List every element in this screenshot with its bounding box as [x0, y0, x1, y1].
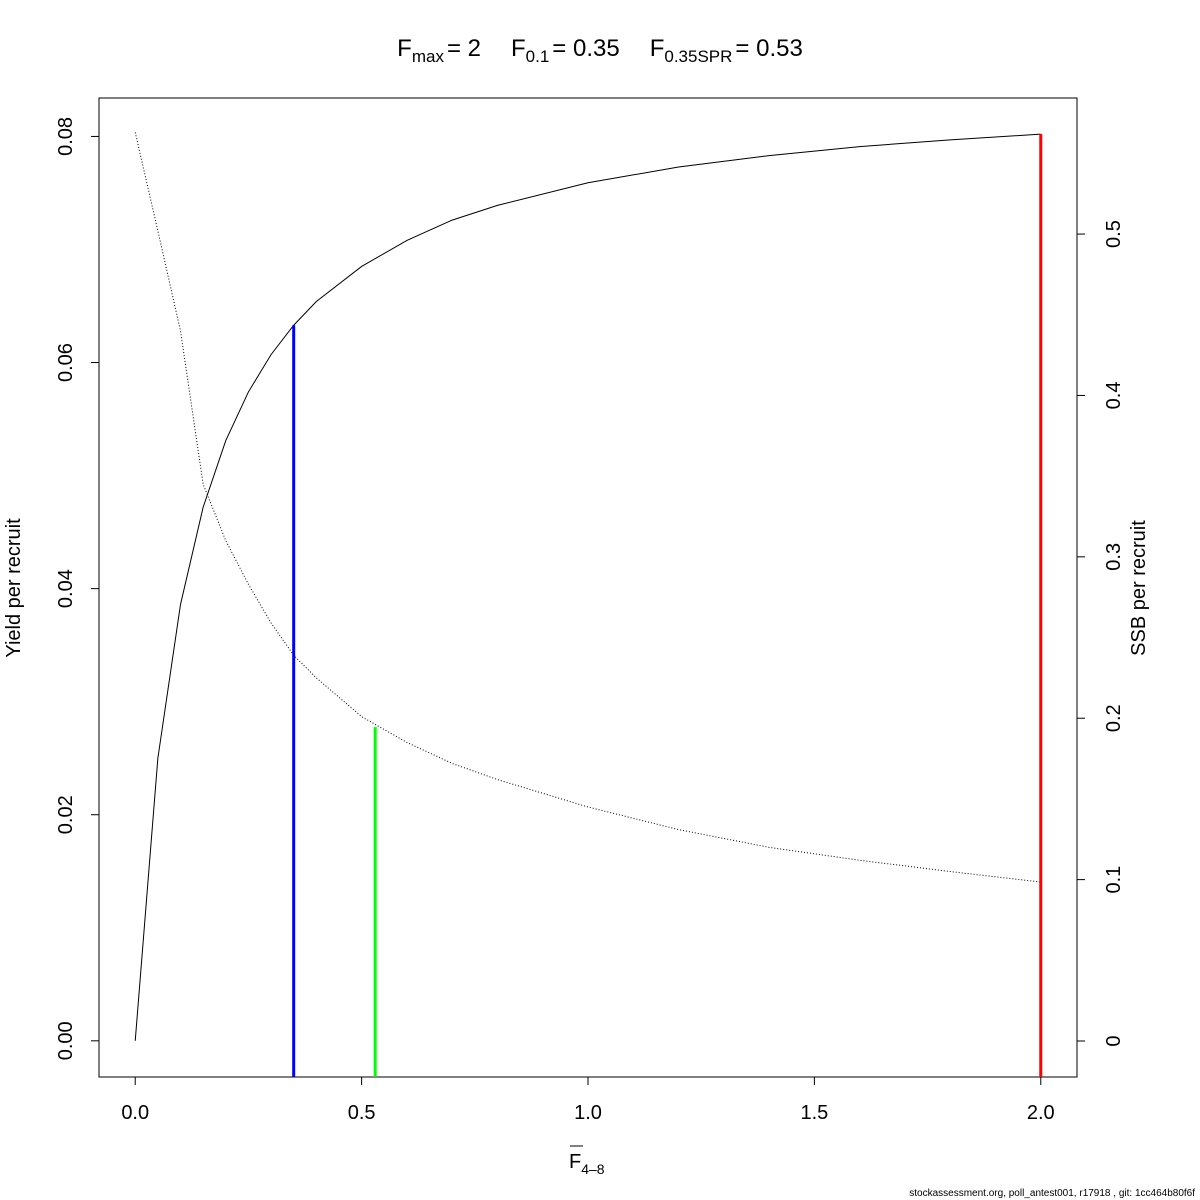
- footer: stockassessment.org, poll_antest001, r17…: [909, 1188, 1195, 1199]
- x-tick-label: 0.5: [348, 1102, 376, 1124]
- x-tick-label: 0.0: [121, 1102, 149, 1124]
- title-rest: = 0.53: [735, 35, 802, 62]
- x-tick-label: 2.0: [1027, 1102, 1055, 1124]
- title-rest: = 2: [447, 35, 481, 62]
- y-tick-label: 0.08: [55, 117, 77, 156]
- y2-tick-label: 0.4: [1103, 382, 1125, 410]
- y-tick-label: 0.02: [55, 795, 77, 834]
- y-tick-label: 0.04: [55, 569, 77, 608]
- y-tick-label: 0.06: [55, 343, 77, 382]
- y2-tick-label: 0.1: [1103, 866, 1125, 894]
- title-sub: max: [412, 47, 445, 66]
- x-tick-label: 1.5: [800, 1102, 828, 1124]
- title-base: F: [511, 35, 526, 62]
- series-line: [134, 133, 1041, 1041]
- title-base: F: [650, 35, 665, 62]
- y2-tick-label: 0.3: [1103, 543, 1125, 571]
- x-tick-label: 1.0: [574, 1102, 602, 1124]
- y-tick-label: 0.00: [55, 1021, 77, 1060]
- title-sub: 0.1: [526, 47, 550, 66]
- title-base: F: [397, 35, 412, 62]
- title-sub: 0.35SPR: [664, 47, 732, 66]
- y2-tick-label: 0: [1103, 1035, 1125, 1046]
- x-axis-label-sub: 4–8: [581, 1161, 605, 1177]
- y2-tick-label: 0.2: [1103, 704, 1125, 732]
- plot-frame: [98, 97, 1078, 1078]
- series-line: [134, 132, 1041, 883]
- chart-title: Fmax = 2 F0.1 = 0.35 F0.35SPR = 0.53: [397, 35, 803, 66]
- y2-tick-label: 0.5: [1103, 220, 1125, 248]
- y2-axis-label: SSB per recruit: [1128, 520, 1150, 656]
- x-axis-label: F4–8: [569, 1151, 605, 1177]
- y-axis-label: Yield per recruit: [3, 518, 25, 658]
- x-axis-label-base: F: [569, 1151, 581, 1173]
- title-rest: = 0.35: [552, 35, 619, 62]
